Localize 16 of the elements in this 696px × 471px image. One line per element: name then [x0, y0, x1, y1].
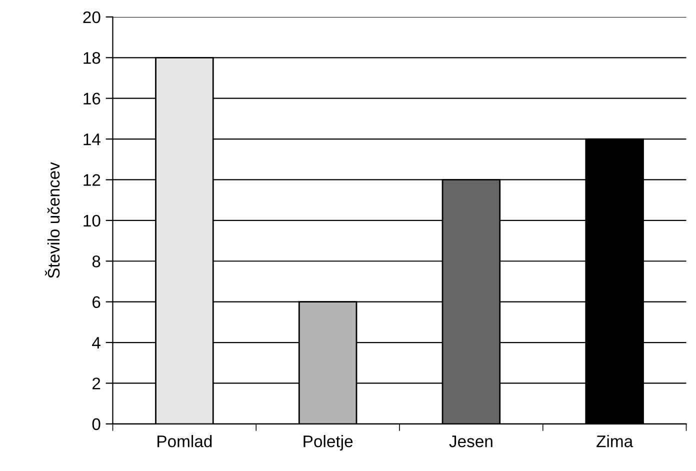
y-axis-title: Število učencev: [44, 162, 60, 278]
y-tick-label: 12: [84, 174, 100, 186]
y-tick-label: 0: [92, 418, 100, 430]
y-tick-label: 16: [84, 92, 100, 105]
y-tick-label: 2: [92, 378, 100, 390]
y-tick-label: 6: [92, 296, 100, 308]
x-tick-label: Poletje: [304, 435, 353, 451]
y-tick-label: 8: [92, 256, 100, 268]
y-tick-label: 14: [84, 134, 100, 146]
x-tick-label: Zima: [596, 435, 634, 448]
y-tick-label: 4: [92, 337, 100, 349]
y-tick-label: 10: [84, 214, 100, 227]
x-tick-label: Pomlad: [158, 435, 212, 448]
x-tick-label: Jesen: [449, 436, 492, 448]
y-tick-label: 18: [84, 52, 100, 64]
y-tick-label: 20: [83, 11, 100, 24]
